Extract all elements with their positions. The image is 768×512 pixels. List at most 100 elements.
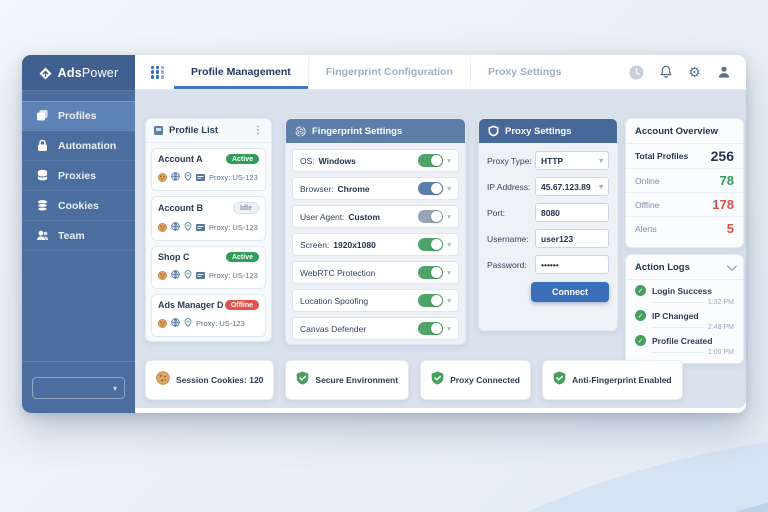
globe-icon bbox=[171, 168, 180, 186]
stat-label: Total Profiles bbox=[635, 151, 689, 161]
badge-secure-environment[interactable]: Secure Environment bbox=[285, 360, 410, 400]
badge-label: Anti-Fingerprint Enabled bbox=[571, 375, 672, 385]
sidebar: AdsPower Profiles Automation bbox=[22, 55, 135, 413]
row-label: Screen: bbox=[300, 239, 330, 250]
sidebar-item-proxies[interactable]: Proxies bbox=[22, 161, 135, 191]
profile-card[interactable]: Account B Idle Proxy: US-123 bbox=[151, 196, 266, 241]
location-spoofing-toggle[interactable] bbox=[418, 294, 444, 307]
canvas-defender-toggle[interactable] bbox=[418, 322, 444, 335]
chevron-down-icon[interactable]: ▾ bbox=[447, 184, 451, 193]
profiles-icon bbox=[36, 109, 49, 122]
list-icon bbox=[154, 126, 163, 135]
chevron-down-icon[interactable]: ▾ bbox=[447, 156, 451, 165]
database-icon bbox=[36, 169, 49, 182]
log-entry: ✓ IP Changed 2:48 PM bbox=[635, 310, 734, 331]
app-logo: AdsPower bbox=[22, 55, 135, 91]
stat-alerts: Alerts 5 bbox=[626, 217, 743, 240]
globe-icon bbox=[171, 314, 180, 332]
connect-button[interactable]: Connect bbox=[531, 282, 609, 302]
password-input[interactable]: •••••• bbox=[535, 255, 609, 274]
collapse-chevron-icon[interactable] bbox=[726, 261, 737, 272]
os-toggle[interactable] bbox=[418, 154, 444, 167]
fingerprint-row-screen: Screen: 1920x1080 ▾ bbox=[292, 233, 459, 256]
fingerprint-settings-panel: Fingerprint Settings OS: Windows ▾ Brows… bbox=[285, 118, 466, 345]
username-field: Username: user123 bbox=[487, 229, 609, 248]
cookie-icon bbox=[158, 270, 167, 280]
globe-icon bbox=[171, 266, 180, 284]
cookie-icon bbox=[158, 318, 167, 328]
chevron-down-icon: ▾ bbox=[599, 156, 603, 165]
field-label: Proxy Type: bbox=[487, 155, 532, 166]
proxy-settings-panel: Proxy Settings Proxy Type: HTTP ▾ IP Addr… bbox=[478, 118, 618, 331]
proxy-type-select[interactable]: HTTP ▾ bbox=[535, 151, 609, 170]
cookie-icon bbox=[158, 222, 167, 232]
profile-list-header: Profile List ⋮ bbox=[146, 119, 271, 143]
webrtc-toggle[interactable] bbox=[418, 266, 444, 279]
browser-toggle[interactable] bbox=[418, 182, 444, 195]
profile-name: Account A bbox=[158, 154, 203, 164]
sidebar-item-team[interactable]: Team bbox=[22, 221, 135, 251]
row-value: Chrome bbox=[337, 183, 370, 194]
tab-fingerprint-configuration[interactable]: Fingerprint Configuration bbox=[307, 55, 470, 89]
badge-proxy-connected[interactable]: Proxy Connected bbox=[420, 360, 531, 400]
badge-anti-fingerprint[interactable]: Anti-Fingerprint Enabled bbox=[541, 360, 683, 400]
logo-diamond-icon bbox=[39, 66, 52, 80]
proxy-card-icon bbox=[196, 168, 205, 186]
check-circle-icon: ✓ bbox=[635, 285, 646, 296]
panel-title: Account Overview bbox=[635, 126, 718, 137]
screen-toggle[interactable] bbox=[418, 238, 444, 251]
ip-address-select[interactable]: 45.67.123.89 ▾ bbox=[535, 177, 609, 196]
sidebar-dropdown[interactable]: ▾ bbox=[32, 377, 125, 399]
nav-tabs: Profile Management Fingerprint Configura… bbox=[174, 55, 578, 89]
stat-label: Online bbox=[635, 175, 660, 186]
apps-grid-icon[interactable] bbox=[151, 65, 164, 79]
stat-label: Offline bbox=[635, 199, 660, 210]
username-input[interactable]: user123 bbox=[535, 229, 609, 248]
chevron-down-icon: ▾ bbox=[112, 383, 117, 393]
badge-session-cookies[interactable]: Session Cookies: 120 bbox=[145, 360, 275, 400]
profile-card[interactable]: Ads Manager D Offline Proxy: US-123 bbox=[151, 294, 266, 337]
proxy-body: Proxy Type: HTTP ▾ IP Address: 45.67.123.… bbox=[479, 143, 617, 308]
chevron-down-icon[interactable]: ▾ bbox=[447, 212, 451, 221]
profile-name: Shop C bbox=[158, 252, 190, 262]
sidebar-footer: ▾ bbox=[22, 361, 135, 413]
sidebar-item-profiles[interactable]: Profiles bbox=[22, 101, 135, 131]
stat-value: 78 bbox=[719, 173, 734, 188]
check-circle-icon: ✓ bbox=[635, 310, 646, 321]
field-label: Port: bbox=[487, 207, 505, 218]
panel-title: Fingerprint Settings bbox=[312, 125, 403, 137]
fingerprint-row-webrtc: WebRTC Protection ▾ bbox=[292, 261, 459, 284]
location-pin-icon bbox=[184, 168, 192, 186]
chevron-down-icon[interactable]: ▾ bbox=[447, 296, 451, 305]
port-input[interactable]: 8080 bbox=[535, 203, 609, 222]
user-agent-toggle[interactable] bbox=[418, 210, 444, 223]
field-label: IP Address: bbox=[487, 181, 531, 192]
row-value: Custom bbox=[348, 211, 381, 222]
background-wave-light bbox=[230, 430, 768, 512]
profile-card[interactable]: Shop C Active Proxy: US-123 bbox=[151, 246, 266, 289]
profile-card[interactable]: Account A Active Proxy: US-123 bbox=[151, 148, 266, 191]
top-navigation: Profile Management Fingerprint Configura… bbox=[135, 55, 746, 90]
stat-offline: Offline 178 bbox=[626, 193, 743, 217]
shield-check-icon bbox=[553, 371, 566, 390]
chevron-down-icon[interactable]: ▾ bbox=[447, 240, 451, 249]
gear-icon[interactable]: ⚙ bbox=[688, 64, 701, 80]
sidebar-item-cookies[interactable]: Cookies bbox=[22, 191, 135, 221]
field-value: user123 bbox=[541, 233, 574, 244]
tab-profile-management[interactable]: Profile Management bbox=[174, 55, 308, 89]
sidebar-item-automation[interactable]: Automation bbox=[22, 131, 135, 161]
chevron-down-icon[interactable]: ▾ bbox=[447, 268, 451, 277]
row-label: Canvas Defender bbox=[300, 323, 367, 334]
topbar-icons: ⚙ bbox=[629, 65, 731, 80]
stat-online: Online 78 bbox=[626, 169, 743, 193]
tab-proxy-settings[interactable]: Proxy Settings bbox=[469, 55, 579, 89]
user-icon[interactable] bbox=[716, 65, 731, 80]
action-logs-body: ✓ Login Success 1:32 PM ✓ IP Changed 2:4… bbox=[626, 280, 743, 356]
kebab-menu-icon[interactable]: ⋮ bbox=[253, 125, 263, 136]
chevron-down-icon[interactable]: ▾ bbox=[447, 324, 451, 333]
clock-icon[interactable] bbox=[629, 65, 644, 80]
panel-title: Proxy Settings bbox=[505, 125, 572, 137]
panel-title: Action Logs bbox=[635, 262, 690, 273]
field-value: 45.67.123.89 bbox=[541, 181, 591, 192]
bell-icon[interactable] bbox=[658, 65, 673, 80]
